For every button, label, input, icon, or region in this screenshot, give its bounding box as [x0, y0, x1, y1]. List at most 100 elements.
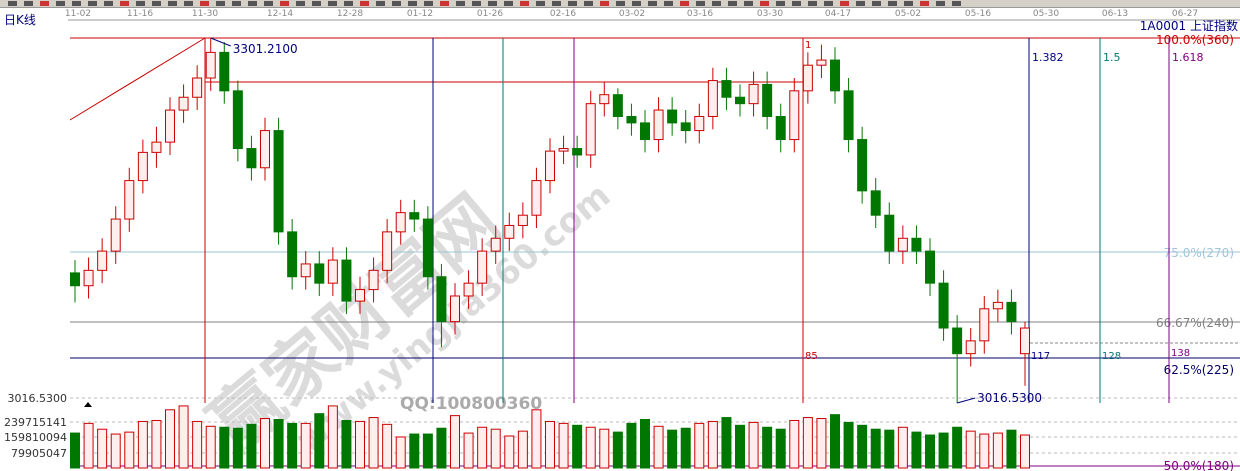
toolbar-icon	[872, 1, 881, 6]
volume-bar	[721, 417, 732, 469]
candle-body	[857, 139, 868, 192]
volume-bar	[517, 430, 528, 469]
volume-bar	[355, 420, 365, 469]
volume-bar	[110, 433, 121, 469]
toolbar-icon	[360, 1, 369, 6]
volume-bar	[707, 420, 718, 469]
volume-bar	[450, 415, 460, 469]
toolbar-icon	[24, 1, 33, 6]
candle-body	[97, 250, 108, 271]
candle-body	[694, 115, 705, 132]
volume-bar	[327, 405, 338, 469]
time-count-label: 128	[1102, 351, 1121, 362]
toolbar-icon	[616, 1, 625, 6]
volume-bar	[1006, 429, 1017, 469]
toolbar-icon	[680, 1, 689, 6]
volume-bar	[572, 424, 583, 469]
volume-bar	[477, 426, 488, 469]
toolbar-icon	[264, 1, 273, 6]
volume-bar	[246, 423, 257, 469]
candle-body	[70, 272, 80, 287]
toolbar-icon	[280, 1, 289, 6]
volume-bar	[775, 428, 786, 469]
volume-bar	[178, 405, 189, 469]
toolbar-icon	[248, 1, 257, 6]
candle-body	[341, 259, 352, 302]
x-tick-label: 05-16	[965, 9, 991, 19]
toolbar-icon	[760, 1, 769, 6]
x-tick-label: 12-14	[267, 9, 293, 19]
fib-level-label: 100.0%(360)	[1156, 33, 1234, 47]
toolbar-icon	[552, 1, 561, 6]
candle-body	[260, 130, 270, 169]
volume-bar	[504, 435, 515, 469]
volume-bar	[884, 429, 895, 469]
toolbar-icon	[424, 1, 433, 6]
candle-body	[151, 141, 162, 153]
candle-body	[721, 80, 732, 98]
low-pointer	[957, 397, 976, 404]
volume-bar	[273, 419, 284, 469]
volume-bar	[735, 424, 745, 469]
x-tick-label: 02-16	[550, 9, 576, 19]
candle-body	[952, 327, 963, 355]
candle-body	[382, 231, 393, 271]
volume-bar	[897, 426, 908, 469]
volume-bar	[490, 428, 501, 469]
candle-body	[287, 231, 298, 278]
toolbar-icon	[232, 1, 241, 6]
toolbar-icon	[584, 1, 593, 6]
volume-bar	[382, 423, 393, 469]
volume-bar	[422, 433, 433, 469]
x-tick-label: 04-17	[825, 9, 851, 19]
volume-bar	[816, 418, 827, 469]
candle-body	[585, 103, 596, 156]
toolbar-icon	[888, 1, 897, 6]
candle-body	[735, 96, 745, 105]
volume-bar	[165, 409, 175, 469]
fib-level-label: 75.0%(270)	[1164, 246, 1234, 260]
toolbar-icon	[920, 1, 929, 6]
x-tick-label: 11-16	[127, 9, 153, 19]
volume-bar	[192, 420, 203, 469]
volume-bar	[287, 422, 298, 469]
candle-body	[531, 180, 542, 216]
toolbar-icon	[664, 1, 673, 6]
volume-bar	[653, 425, 664, 469]
toolbar-icon	[456, 1, 465, 6]
fib-level-label: 66.67%(240)	[1156, 316, 1234, 330]
candle-body	[517, 214, 528, 226]
candle-body	[273, 130, 284, 233]
toolbar-icon	[152, 1, 161, 6]
volume-bar	[558, 422, 569, 469]
volume-bar	[925, 434, 935, 469]
toolbar-icon	[856, 1, 865, 6]
x-tick-label: 11-30	[192, 9, 218, 19]
volume-bar	[341, 419, 352, 469]
candle-body	[463, 282, 474, 297]
toolbar-icon	[936, 1, 945, 6]
toolbar-icon	[840, 1, 849, 6]
volume-bar	[626, 422, 637, 469]
volume-bar	[979, 433, 990, 469]
price-axis-label: 3016.5300	[8, 392, 68, 405]
marker-triangle-icon	[84, 402, 92, 407]
candle-body	[640, 122, 650, 141]
toolbar-icon	[904, 1, 913, 6]
candle-body	[830, 59, 840, 92]
toolbar-icon	[808, 1, 817, 6]
volume-bar	[680, 427, 691, 469]
fib-level-label: 50.0%(180)	[1164, 459, 1234, 471]
x-tick-label: 03-16	[687, 9, 713, 19]
x-tick-label: 01-26	[477, 9, 503, 19]
candle-body	[938, 282, 949, 329]
volume-bar	[802, 417, 813, 469]
trend-line	[69, 37, 206, 121]
candle-body	[436, 276, 447, 323]
candle-body	[409, 212, 420, 220]
volume-bar	[300, 422, 311, 469]
toolbar-icon	[88, 1, 97, 6]
toolbar-icon	[824, 1, 833, 6]
candle-body	[992, 301, 1003, 310]
